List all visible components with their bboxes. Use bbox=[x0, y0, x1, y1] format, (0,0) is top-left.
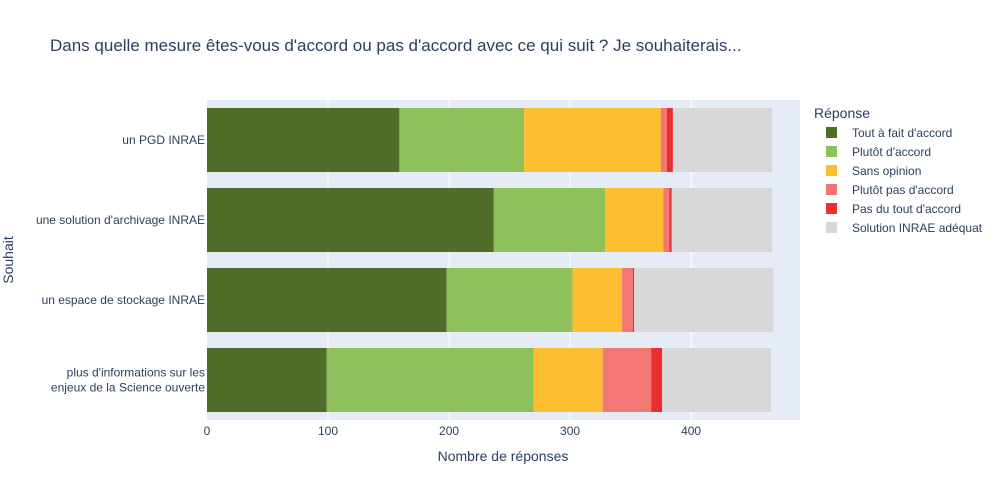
legend-swatch bbox=[826, 203, 837, 214]
bar-segment[interactable] bbox=[634, 268, 774, 332]
y-tick-label: une solution d'archivage INRAE bbox=[36, 213, 205, 227]
chart-title: Dans quelle mesure êtes-vous d'accord ou… bbox=[50, 36, 742, 55]
bar-segment[interactable] bbox=[326, 348, 534, 412]
bar-segment[interactable] bbox=[207, 348, 327, 412]
bar-segment[interactable] bbox=[671, 188, 773, 252]
legend-label: Plutôt d'accord bbox=[852, 145, 931, 159]
legend-label: Sans opinion bbox=[852, 164, 921, 178]
bar-segment[interactable] bbox=[572, 268, 623, 332]
bar-segment[interactable] bbox=[622, 268, 633, 332]
legend-swatch bbox=[826, 127, 837, 138]
x-axis-ticks: 0 100 200 300 400 bbox=[204, 424, 702, 438]
bar-segment[interactable] bbox=[207, 108, 400, 172]
bar-segment[interactable] bbox=[605, 188, 664, 252]
bar-segment[interactable] bbox=[446, 268, 573, 332]
bar-segment[interactable] bbox=[524, 108, 661, 172]
legend[interactable]: Réponse Tout à fait d'accord Plutôt d'acc… bbox=[814, 105, 983, 235]
bar-segment[interactable] bbox=[660, 108, 667, 172]
x-tick-label: 0 bbox=[204, 424, 211, 438]
legend-label: Tout à fait d'accord bbox=[852, 126, 952, 140]
bar-segment[interactable] bbox=[663, 188, 670, 252]
bar-segment[interactable] bbox=[632, 268, 635, 332]
bar-segment[interactable] bbox=[602, 348, 652, 412]
bar-segment[interactable] bbox=[207, 188, 494, 252]
legend-swatch bbox=[826, 222, 837, 233]
legend-label: Plutôt pas d'accord bbox=[852, 183, 954, 197]
bar-segment[interactable] bbox=[669, 188, 672, 252]
bar-segment[interactable] bbox=[662, 348, 771, 412]
x-tick-label: 300 bbox=[560, 424, 580, 438]
bar-segment[interactable] bbox=[666, 108, 673, 172]
bar-segment[interactable] bbox=[672, 108, 773, 172]
bar-segment[interactable] bbox=[399, 108, 525, 172]
x-tick-label: 200 bbox=[439, 424, 459, 438]
legend-item[interactable]: Solution INRAE adéquat bbox=[826, 221, 983, 235]
legend-swatch bbox=[826, 184, 837, 195]
legend-label: Pas du tout d'accord bbox=[852, 202, 961, 216]
y-tick-label: un PGD INRAE bbox=[122, 133, 205, 147]
legend-swatch bbox=[826, 165, 837, 176]
x-tick-label: 400 bbox=[681, 424, 701, 438]
y-axis-title: Souhait bbox=[0, 236, 16, 284]
legend-swatch bbox=[826, 146, 837, 157]
x-tick-label: 100 bbox=[318, 424, 338, 438]
bar-segment[interactable] bbox=[493, 188, 606, 252]
bar-segment[interactable] bbox=[533, 348, 603, 412]
legend-item[interactable]: Pas du tout d'accord bbox=[826, 202, 961, 216]
bar-segment[interactable] bbox=[207, 268, 447, 332]
legend-label: Solution INRAE adéquat bbox=[852, 221, 983, 235]
legend-item[interactable]: Plutôt d'accord bbox=[826, 145, 931, 159]
legend-item[interactable]: Sans opinion bbox=[826, 164, 921, 178]
legend-item[interactable]: Tout à fait d'accord bbox=[826, 126, 952, 140]
bar-segment[interactable] bbox=[651, 348, 663, 412]
bars bbox=[207, 108, 774, 412]
x-axis-title: Nombre de réponses bbox=[438, 448, 569, 464]
y-axis-ticks: un PGD INRAE une solution d'archivage INR… bbox=[36, 133, 205, 395]
y-tick-label: un espace de stockage INRAE bbox=[42, 293, 205, 307]
legend-title: Réponse bbox=[814, 105, 870, 121]
y-tick-label: plus d'informations sur les enjeux de la … bbox=[51, 366, 205, 395]
legend-item[interactable]: Plutôt pas d'accord bbox=[826, 183, 954, 197]
